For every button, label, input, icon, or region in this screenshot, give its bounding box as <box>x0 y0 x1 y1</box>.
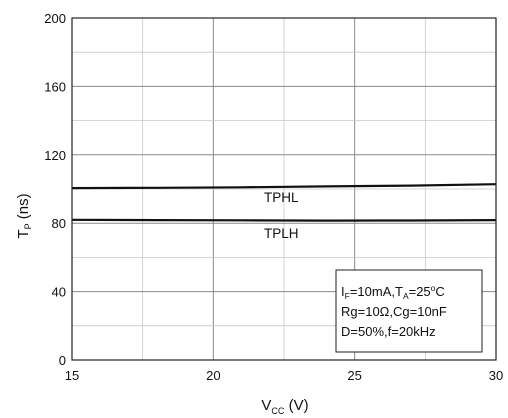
series-line-tplh <box>71 218 497 222</box>
x-tick-label: 25 <box>347 368 361 383</box>
x-axis-title-unit: (V) <box>284 397 308 414</box>
y-tick-label: 0 <box>59 353 66 368</box>
cond-if-value: =10mA,T <box>350 284 403 299</box>
x-axis-title-main: V <box>261 397 271 414</box>
conditions-line-1: IF=10mA,TA=25oC <box>341 283 445 301</box>
conditions-line-2: Rg=10Ω,Cg=10nF <box>341 304 447 319</box>
plot-frame <box>71 17 497 361</box>
y-axis-title: TP (ns) <box>15 193 33 238</box>
x-tick-label: 15 <box>65 368 79 383</box>
cond-ta-value: =25 <box>409 284 431 299</box>
series-line-tphl <box>71 183 497 190</box>
series-label-tplh: TPLH <box>264 226 299 241</box>
x-axis-title: VCC (V) <box>261 397 308 416</box>
y-tick-labels: 0 40 80 120 160 200 <box>44 11 66 368</box>
series-layer <box>71 183 497 222</box>
cond-degree: o <box>431 283 436 293</box>
conditions-line-3: D=50%,f=20kHz <box>341 324 436 339</box>
x-axis-title-sub: CC <box>271 406 284 416</box>
x-tick-label: 20 <box>206 368 220 383</box>
y-tick-label: 200 <box>44 11 66 26</box>
cond-celsius: C <box>435 284 444 299</box>
series-label-tphl: TPHL <box>264 190 299 205</box>
cond-if: I <box>341 284 345 299</box>
y-tick-label: 120 <box>44 148 66 163</box>
y-axis-title-main: T <box>15 229 32 238</box>
y-tick-label: 40 <box>52 285 66 300</box>
cond-ta-sub: A <box>403 291 409 301</box>
y-tick-label: 160 <box>44 79 66 94</box>
x-tick-label: 30 <box>489 368 503 383</box>
x-tick-labels: 15 20 25 30 <box>65 368 503 383</box>
cond-if-sub: F <box>345 291 350 301</box>
y-tick-label: 80 <box>52 216 66 231</box>
y-axis-title-unit: (ns) <box>15 193 32 223</box>
conditions-box <box>335 269 483 353</box>
y-axis-title-sub: P <box>23 223 33 229</box>
